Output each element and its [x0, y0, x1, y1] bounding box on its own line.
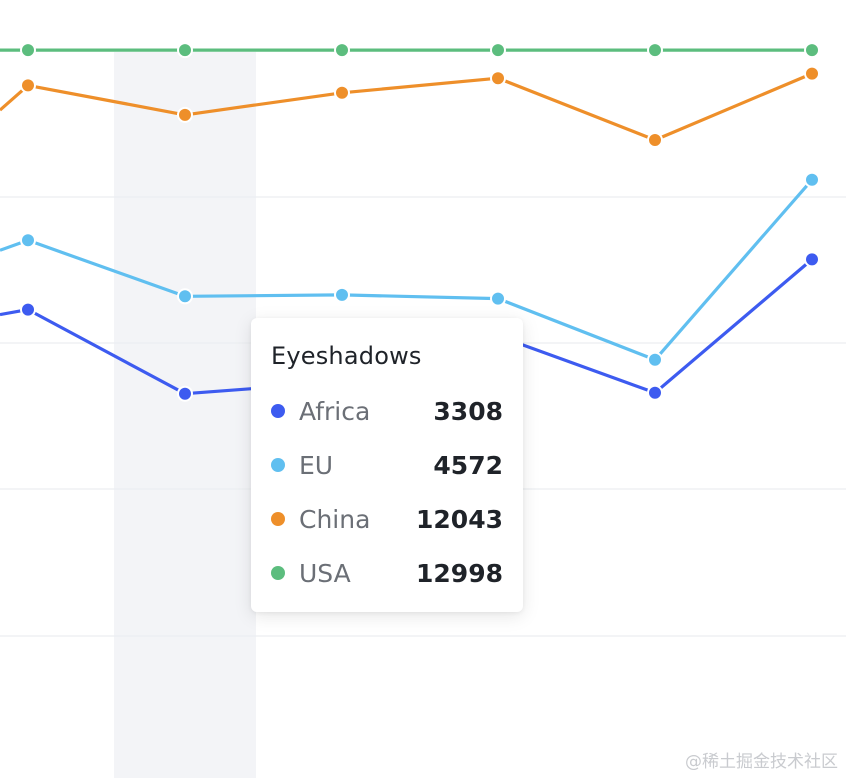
data-point-china-2[interactable]: [334, 84, 350, 101]
data-point-china-1[interactable]: [177, 106, 193, 123]
tooltip-series-value: 4572: [433, 450, 503, 480]
legend-dot-icon: [271, 458, 285, 472]
axis-pointer-band: [114, 52, 256, 778]
data-point-eu-4[interactable]: [647, 351, 663, 368]
data-point-africa-4[interactable]: [647, 384, 663, 401]
legend-dot-icon: [271, 512, 285, 526]
tooltip: Eyeshadows Africa 3308 EU 4572 China 120…: [251, 318, 523, 612]
tooltip-row-africa: Africa 3308: [271, 384, 503, 438]
data-point-usa-1[interactable]: [177, 42, 193, 59]
legend-dot-icon: [271, 566, 285, 580]
tooltip-series-value: 12043: [416, 504, 503, 534]
tooltip-series-name: USA: [299, 558, 351, 588]
data-point-usa-0[interactable]: [20, 42, 36, 59]
data-point-china-0[interactable]: [20, 77, 36, 94]
tooltip-row-usa: USA 12998: [271, 546, 503, 600]
data-point-eu-5[interactable]: [804, 171, 820, 188]
watermark: @稀土掘金技术社区: [685, 752, 838, 772]
tooltip-title: Eyeshadows: [271, 342, 422, 370]
tooltip-row-china: China 12043: [271, 492, 503, 546]
data-point-usa-5[interactable]: [804, 42, 820, 59]
tooltip-series-name: EU: [299, 450, 334, 480]
data-point-africa-1[interactable]: [177, 385, 193, 402]
data-point-usa-2[interactable]: [334, 42, 350, 59]
data-point-africa-5[interactable]: [804, 251, 820, 268]
data-point-africa-0[interactable]: [20, 301, 36, 318]
tooltip-row-eu: EU 4572: [271, 438, 503, 492]
data-point-china-3[interactable]: [490, 70, 506, 87]
data-point-china-5[interactable]: [804, 65, 820, 82]
tooltip-series-value: 3308: [433, 396, 503, 426]
data-point-china-4[interactable]: [647, 132, 663, 148]
legend-dot-icon: [271, 404, 285, 418]
data-point-usa-4[interactable]: [647, 42, 663, 59]
tooltip-series-name: China: [299, 504, 371, 534]
data-point-eu-1[interactable]: [177, 288, 193, 305]
tooltip-series-value: 12998: [416, 558, 503, 588]
data-point-eu-3[interactable]: [490, 290, 506, 307]
data-point-eu-2[interactable]: [334, 286, 350, 303]
data-point-usa-3[interactable]: [490, 42, 506, 59]
tooltip-series-name: Africa: [299, 396, 371, 426]
data-point-eu-0[interactable]: [20, 232, 36, 249]
